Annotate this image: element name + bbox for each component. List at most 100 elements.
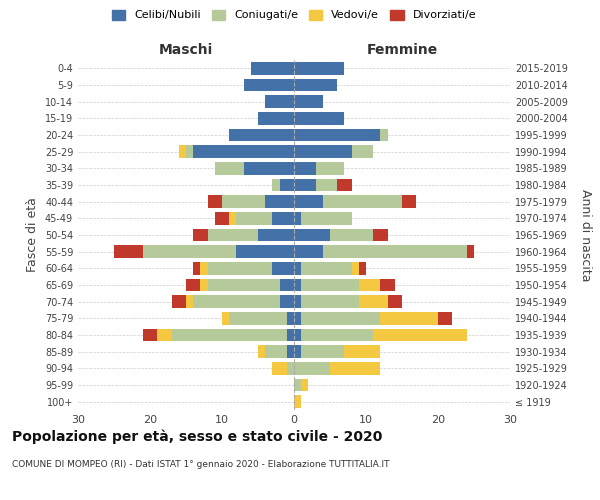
Legend: Celibi/Nubili, Coniugati/e, Vedovi/e, Divorziati/e: Celibi/Nubili, Coniugati/e, Vedovi/e, Di… [112, 10, 476, 20]
Text: Popolazione per età, sesso e stato civile - 2020: Popolazione per età, sesso e stato civil… [12, 430, 382, 444]
Bar [258, 112, 294, 124]
Bar [294, 62, 344, 74]
Bar [193, 146, 294, 158]
Bar [294, 246, 323, 258]
Bar [359, 262, 366, 274]
Bar [186, 279, 200, 291]
Bar [294, 196, 323, 208]
Bar [467, 246, 474, 258]
Bar [208, 279, 280, 291]
Bar [438, 312, 452, 324]
Bar [258, 229, 294, 241]
Text: Maschi: Maschi [159, 42, 213, 56]
Bar [251, 62, 294, 74]
Bar [294, 179, 316, 192]
Bar [172, 296, 186, 308]
Bar [215, 162, 244, 174]
Bar [294, 296, 301, 308]
Bar [272, 212, 294, 224]
Bar [222, 312, 229, 324]
Bar [294, 329, 301, 341]
Bar [294, 362, 330, 374]
Bar [244, 162, 294, 174]
Y-axis label: Fasce di età: Fasce di età [26, 198, 39, 272]
Bar [179, 146, 186, 158]
Bar [301, 379, 308, 391]
Bar [294, 112, 344, 124]
Bar [301, 329, 373, 341]
Bar [287, 329, 294, 341]
Bar [114, 246, 143, 258]
Bar [359, 296, 388, 308]
Bar [330, 229, 373, 241]
Bar [352, 146, 373, 158]
Bar [380, 129, 388, 141]
Bar [380, 312, 438, 324]
Bar [280, 179, 294, 192]
Bar [200, 262, 208, 274]
Bar [294, 346, 301, 358]
Text: COMUNE DI MOMPEO (RI) - Dati ISTAT 1° gennaio 2020 - Elaborazione TUTTITALIA.IT: COMUNE DI MOMPEO (RI) - Dati ISTAT 1° ge… [12, 460, 389, 469]
Bar [323, 246, 467, 258]
Bar [316, 162, 344, 174]
Bar [323, 196, 402, 208]
Bar [143, 329, 157, 341]
Bar [402, 196, 416, 208]
Bar [222, 196, 265, 208]
Bar [272, 179, 280, 192]
Bar [265, 96, 294, 108]
Bar [236, 246, 294, 258]
Bar [380, 279, 395, 291]
Bar [208, 262, 272, 274]
Bar [359, 279, 380, 291]
Bar [294, 312, 301, 324]
Bar [287, 312, 294, 324]
Bar [208, 196, 222, 208]
Bar [229, 129, 294, 141]
Bar [301, 212, 352, 224]
Bar [287, 346, 294, 358]
Bar [236, 212, 272, 224]
Bar [337, 179, 352, 192]
Bar [301, 296, 359, 308]
Bar [229, 212, 236, 224]
Bar [352, 262, 359, 274]
Bar [193, 229, 208, 241]
Bar [294, 79, 337, 92]
Bar [301, 279, 359, 291]
Bar [294, 212, 301, 224]
Text: Femmine: Femmine [367, 42, 437, 56]
Bar [172, 329, 287, 341]
Bar [208, 229, 258, 241]
Bar [258, 346, 265, 358]
Bar [316, 179, 337, 192]
Bar [388, 296, 402, 308]
Bar [229, 312, 287, 324]
Bar [244, 79, 294, 92]
Bar [330, 362, 380, 374]
Bar [301, 346, 344, 358]
Bar [301, 262, 352, 274]
Bar [294, 162, 316, 174]
Bar [373, 329, 467, 341]
Bar [193, 262, 200, 274]
Bar [143, 246, 236, 258]
Bar [373, 229, 388, 241]
Bar [294, 396, 301, 408]
Bar [344, 346, 380, 358]
Bar [272, 362, 287, 374]
Bar [200, 279, 208, 291]
Bar [280, 279, 294, 291]
Bar [294, 279, 301, 291]
Bar [265, 346, 287, 358]
Bar [186, 296, 193, 308]
Bar [193, 296, 280, 308]
Y-axis label: Anni di nascita: Anni di nascita [579, 188, 592, 281]
Bar [265, 196, 294, 208]
Bar [294, 262, 301, 274]
Bar [157, 329, 172, 341]
Bar [215, 212, 229, 224]
Bar [301, 312, 380, 324]
Bar [294, 96, 323, 108]
Bar [294, 129, 380, 141]
